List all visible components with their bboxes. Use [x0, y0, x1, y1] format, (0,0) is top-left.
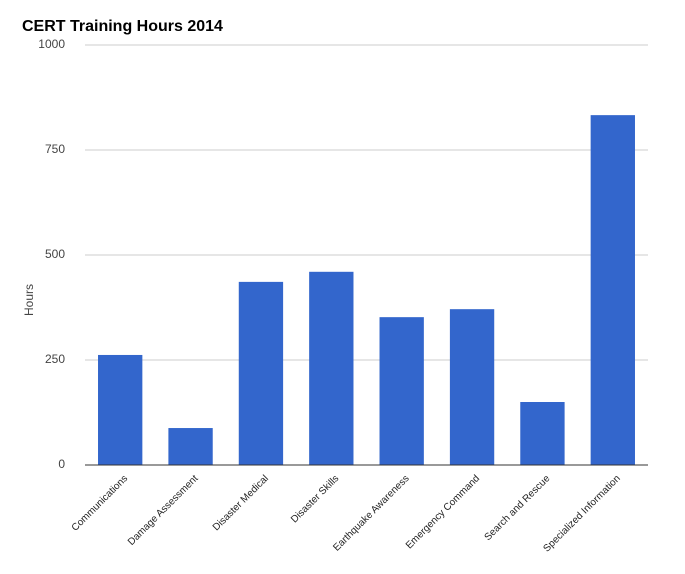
y-tick-label: 750: [45, 142, 65, 156]
bar: [238, 281, 284, 465]
bar: [590, 115, 635, 465]
y-tick-label: 0: [58, 457, 65, 471]
y-tick-label: 500: [45, 247, 65, 261]
y-tick-label: 1000: [38, 37, 65, 51]
y-tick-label: 250: [45, 352, 65, 366]
bar: [309, 271, 354, 465]
chart-title: CERT Training Hours 2014: [22, 18, 223, 35]
y-axis-label: Hours: [22, 284, 36, 316]
bar: [520, 402, 565, 465]
bar: [379, 317, 424, 465]
bar: [98, 354, 143, 465]
bar: [449, 309, 495, 465]
bar: [168, 428, 213, 465]
